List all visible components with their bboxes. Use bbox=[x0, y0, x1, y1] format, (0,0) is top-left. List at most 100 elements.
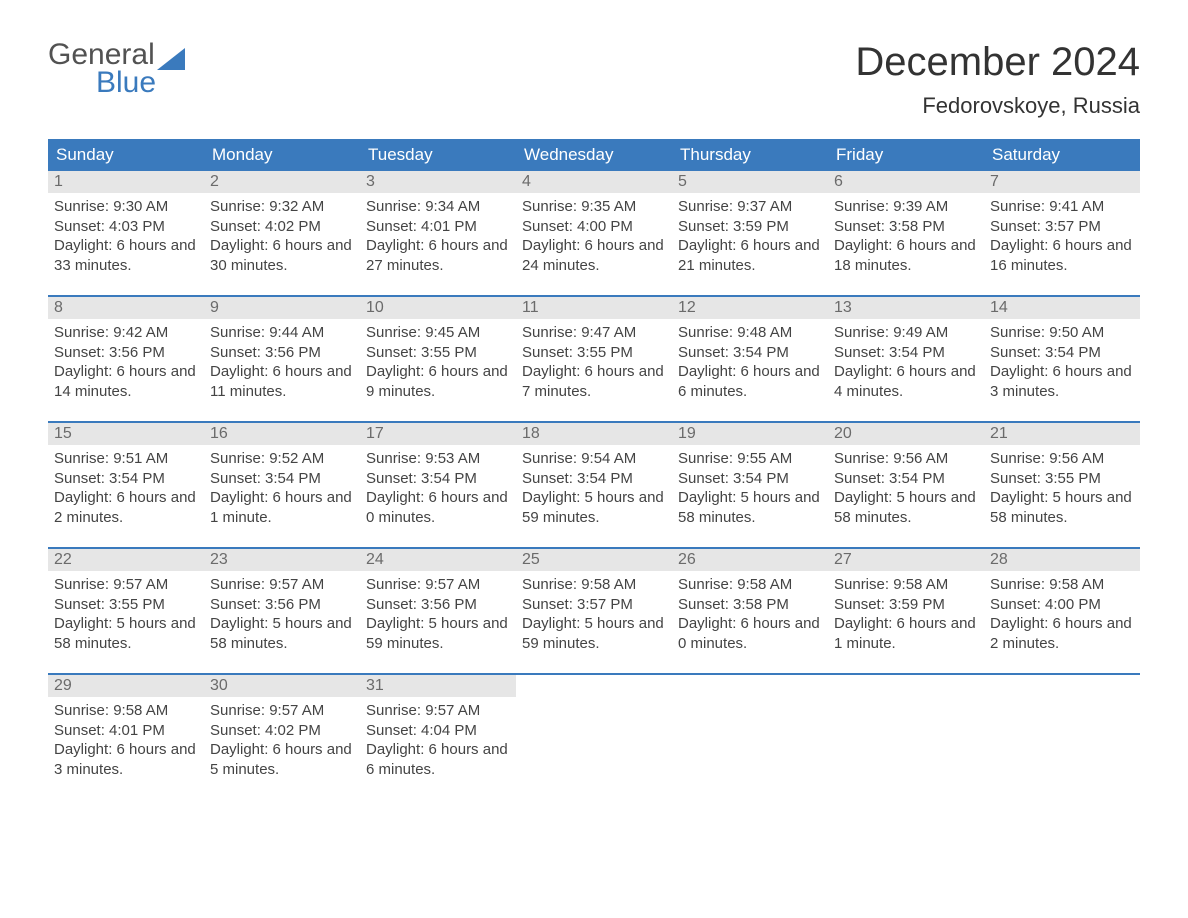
sunrise-line: Sunrise: 9:58 AM bbox=[522, 575, 666, 595]
day-details: Sunrise: 9:56 AMSunset: 3:54 PMDaylight:… bbox=[828, 445, 984, 527]
daylight-line: Daylight: 5 hours and 59 minutes. bbox=[366, 614, 510, 653]
sunrise-line: Sunrise: 9:47 AM bbox=[522, 323, 666, 343]
day-number: 28 bbox=[984, 549, 1140, 571]
daylight-line: Daylight: 5 hours and 58 minutes. bbox=[990, 488, 1134, 527]
daylight-line: Daylight: 6 hours and 27 minutes. bbox=[366, 236, 510, 275]
daylight-line: Daylight: 6 hours and 14 minutes. bbox=[54, 362, 198, 401]
sunset-line: Sunset: 3:58 PM bbox=[834, 217, 978, 237]
day-number: 20 bbox=[828, 423, 984, 445]
sunset-line: Sunset: 4:02 PM bbox=[210, 721, 354, 741]
sunrise-line: Sunrise: 9:53 AM bbox=[366, 449, 510, 469]
day-details: Sunrise: 9:41 AMSunset: 3:57 PMDaylight:… bbox=[984, 193, 1140, 275]
day-number: 13 bbox=[828, 297, 984, 319]
day-number: 14 bbox=[984, 297, 1140, 319]
day-details: Sunrise: 9:34 AMSunset: 4:01 PMDaylight:… bbox=[360, 193, 516, 275]
day-number: 16 bbox=[204, 423, 360, 445]
day-details: Sunrise: 9:58 AMSunset: 3:58 PMDaylight:… bbox=[672, 571, 828, 653]
day-details: Sunrise: 9:57 AMSunset: 3:55 PMDaylight:… bbox=[48, 571, 204, 653]
calendar-day: 24Sunrise: 9:57 AMSunset: 3:56 PMDayligh… bbox=[360, 549, 516, 659]
day-number: 24 bbox=[360, 549, 516, 571]
sunrise-line: Sunrise: 9:58 AM bbox=[54, 701, 198, 721]
sunset-line: Sunset: 3:58 PM bbox=[678, 595, 822, 615]
daylight-line: Daylight: 6 hours and 7 minutes. bbox=[522, 362, 666, 401]
day-details: Sunrise: 9:42 AMSunset: 3:56 PMDaylight:… bbox=[48, 319, 204, 401]
calendar-day bbox=[516, 675, 672, 785]
sunrise-line: Sunrise: 9:30 AM bbox=[54, 197, 198, 217]
sunset-line: Sunset: 3:54 PM bbox=[834, 343, 978, 363]
calendar-day: 13Sunrise: 9:49 AMSunset: 3:54 PMDayligh… bbox=[828, 297, 984, 407]
sunset-line: Sunset: 3:59 PM bbox=[678, 217, 822, 237]
daylight-line: Daylight: 6 hours and 1 minute. bbox=[210, 488, 354, 527]
day-number: 30 bbox=[204, 675, 360, 697]
sunset-line: Sunset: 3:54 PM bbox=[54, 469, 198, 489]
calendar-day: 18Sunrise: 9:54 AMSunset: 3:54 PMDayligh… bbox=[516, 423, 672, 533]
sunset-line: Sunset: 3:54 PM bbox=[834, 469, 978, 489]
calendar-day: 14Sunrise: 9:50 AMSunset: 3:54 PMDayligh… bbox=[984, 297, 1140, 407]
day-details: Sunrise: 9:49 AMSunset: 3:54 PMDaylight:… bbox=[828, 319, 984, 401]
weekday-header: Tuesday bbox=[360, 139, 516, 171]
calendar-day: 12Sunrise: 9:48 AMSunset: 3:54 PMDayligh… bbox=[672, 297, 828, 407]
sunset-line: Sunset: 3:55 PM bbox=[54, 595, 198, 615]
calendar-day: 30Sunrise: 9:57 AMSunset: 4:02 PMDayligh… bbox=[204, 675, 360, 785]
month-title: December 2024 bbox=[855, 40, 1140, 85]
calendar-day bbox=[828, 675, 984, 785]
location-label: Fedorovskoye, Russia bbox=[855, 93, 1140, 119]
calendar-day: 6Sunrise: 9:39 AMSunset: 3:58 PMDaylight… bbox=[828, 171, 984, 281]
day-number: 10 bbox=[360, 297, 516, 319]
calendar-week: 15Sunrise: 9:51 AMSunset: 3:54 PMDayligh… bbox=[48, 421, 1140, 533]
day-number: 8 bbox=[48, 297, 204, 319]
sunset-line: Sunset: 3:55 PM bbox=[990, 469, 1134, 489]
weeks-container: 1Sunrise: 9:30 AMSunset: 4:03 PMDaylight… bbox=[48, 171, 1140, 785]
day-number: 29 bbox=[48, 675, 204, 697]
logo-text-blue: Blue bbox=[48, 68, 185, 98]
day-details: Sunrise: 9:57 AMSunset: 3:56 PMDaylight:… bbox=[204, 571, 360, 653]
calendar-day: 4Sunrise: 9:35 AMSunset: 4:00 PMDaylight… bbox=[516, 171, 672, 281]
day-number: 27 bbox=[828, 549, 984, 571]
day-number: 12 bbox=[672, 297, 828, 319]
sunrise-line: Sunrise: 9:42 AM bbox=[54, 323, 198, 343]
day-details: Sunrise: 9:58 AMSunset: 4:01 PMDaylight:… bbox=[48, 697, 204, 779]
daylight-line: Daylight: 6 hours and 9 minutes. bbox=[366, 362, 510, 401]
calendar-day: 22Sunrise: 9:57 AMSunset: 3:55 PMDayligh… bbox=[48, 549, 204, 659]
day-number: 15 bbox=[48, 423, 204, 445]
calendar-day: 2Sunrise: 9:32 AMSunset: 4:02 PMDaylight… bbox=[204, 171, 360, 281]
day-number: 25 bbox=[516, 549, 672, 571]
sunset-line: Sunset: 3:56 PM bbox=[210, 343, 354, 363]
logo: General Blue bbox=[48, 40, 185, 98]
day-number: 23 bbox=[204, 549, 360, 571]
daylight-line: Daylight: 5 hours and 58 minutes. bbox=[834, 488, 978, 527]
sunset-line: Sunset: 3:54 PM bbox=[678, 469, 822, 489]
sunset-line: Sunset: 4:00 PM bbox=[990, 595, 1134, 615]
calendar-day: 16Sunrise: 9:52 AMSunset: 3:54 PMDayligh… bbox=[204, 423, 360, 533]
calendar: Sunday Monday Tuesday Wednesday Thursday… bbox=[48, 139, 1140, 785]
daylight-line: Daylight: 6 hours and 33 minutes. bbox=[54, 236, 198, 275]
day-details: Sunrise: 9:37 AMSunset: 3:59 PMDaylight:… bbox=[672, 193, 828, 275]
weekday-header: Saturday bbox=[984, 139, 1140, 171]
weekday-header: Wednesday bbox=[516, 139, 672, 171]
day-number: 22 bbox=[48, 549, 204, 571]
day-details: Sunrise: 9:32 AMSunset: 4:02 PMDaylight:… bbox=[204, 193, 360, 275]
sunset-line: Sunset: 3:57 PM bbox=[522, 595, 666, 615]
sunset-line: Sunset: 3:56 PM bbox=[210, 595, 354, 615]
day-number: 18 bbox=[516, 423, 672, 445]
sunset-line: Sunset: 3:54 PM bbox=[990, 343, 1134, 363]
daylight-line: Daylight: 6 hours and 0 minutes. bbox=[678, 614, 822, 653]
daylight-line: Daylight: 5 hours and 58 minutes. bbox=[54, 614, 198, 653]
logo-triangle-icon bbox=[157, 48, 185, 70]
sunset-line: Sunset: 3:54 PM bbox=[522, 469, 666, 489]
calendar-week: 1Sunrise: 9:30 AMSunset: 4:03 PMDaylight… bbox=[48, 171, 1140, 281]
day-number: 6 bbox=[828, 171, 984, 193]
sunset-line: Sunset: 4:03 PM bbox=[54, 217, 198, 237]
calendar-day: 8Sunrise: 9:42 AMSunset: 3:56 PMDaylight… bbox=[48, 297, 204, 407]
daylight-line: Daylight: 6 hours and 6 minutes. bbox=[678, 362, 822, 401]
day-number: 26 bbox=[672, 549, 828, 571]
daylight-line: Daylight: 6 hours and 2 minutes. bbox=[990, 614, 1134, 653]
calendar-day: 29Sunrise: 9:58 AMSunset: 4:01 PMDayligh… bbox=[48, 675, 204, 785]
sunrise-line: Sunrise: 9:51 AM bbox=[54, 449, 198, 469]
sunrise-line: Sunrise: 9:56 AM bbox=[834, 449, 978, 469]
daylight-line: Daylight: 6 hours and 2 minutes. bbox=[54, 488, 198, 527]
day-details: Sunrise: 9:52 AMSunset: 3:54 PMDaylight:… bbox=[204, 445, 360, 527]
calendar-day: 7Sunrise: 9:41 AMSunset: 3:57 PMDaylight… bbox=[984, 171, 1140, 281]
sunrise-line: Sunrise: 9:52 AM bbox=[210, 449, 354, 469]
calendar-day: 1Sunrise: 9:30 AMSunset: 4:03 PMDaylight… bbox=[48, 171, 204, 281]
